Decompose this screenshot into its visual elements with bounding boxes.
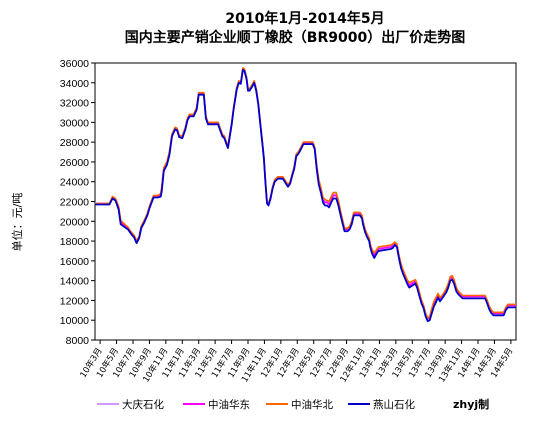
y-tick-label: 10000 <box>60 315 89 327</box>
y-tick-label: 18000 <box>60 236 89 248</box>
y-tick-label: 28000 <box>60 137 89 149</box>
legend-label-daqing: 大庆石化 <box>122 398 164 411</box>
y-tick-label: 8000 <box>66 335 90 347</box>
y-tick-label: 24000 <box>60 177 89 189</box>
y-tick-label: 22000 <box>60 197 89 209</box>
legend-label-zhongyou_huadong: 中油华东 <box>208 398 250 411</box>
y-tick-label: 16000 <box>60 256 89 268</box>
y-tick-label: 20000 <box>60 216 89 228</box>
y-tick-label: 12000 <box>60 295 89 307</box>
y-tick-label: 14000 <box>60 276 89 288</box>
series-line-zhongyou_huabei <box>95 67 516 319</box>
plot-frame <box>94 62 517 341</box>
y-tick-label: 26000 <box>60 157 89 169</box>
y-axis-label: 单位：元/吨 <box>10 193 24 252</box>
series-group <box>95 67 516 323</box>
series-line-yanshan <box>95 69 516 323</box>
legend-label-zhongyou_huabei: 中油华北 <box>291 398 333 411</box>
watermark-text: zhyj制 <box>453 397 489 411</box>
y-tick-label: 34000 <box>60 78 89 90</box>
y-tick-label: 32000 <box>60 98 89 110</box>
axes: 8000 10000 12000 14000 16000 18000 20000 22000 2… <box>60 58 517 384</box>
y-tick-label: 30000 <box>60 117 89 129</box>
legend: 大庆石化 中油华东 中油华北 燕山石化 <box>97 398 415 411</box>
y-tick-label: 36000 <box>60 58 89 70</box>
chart-title-line1: 2010年1月-2014年5月 <box>225 10 384 27</box>
chart-title-line2: 国内主要产销企业顺丁橡胶（BR9000）出厂价走势图 <box>125 29 465 46</box>
legend-label-yanshan: 燕山石化 <box>373 398 415 411</box>
